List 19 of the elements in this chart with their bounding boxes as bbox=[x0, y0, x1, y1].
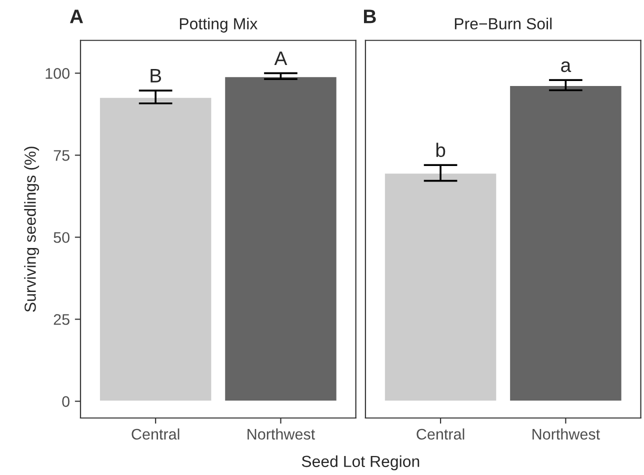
y-tick-label: 100 bbox=[46, 68, 70, 79]
x-axis-title: Seed Lot Region bbox=[302, 455, 420, 470]
text: A bbox=[70, 10, 84, 24]
x-tick-label: Central bbox=[416, 428, 464, 440]
x-tick-label: Central bbox=[132, 428, 180, 440]
annotation: B bbox=[150, 68, 162, 82]
x-tick-label: Northwest bbox=[248, 428, 316, 440]
y-tick-label: 0 bbox=[62, 396, 70, 407]
chart-title: Pre−Burn Soil bbox=[454, 18, 552, 30]
x-tick-label: Northwest bbox=[532, 428, 600, 440]
y-tick-label: 25 bbox=[54, 314, 70, 325]
annotation: A bbox=[274, 52, 288, 65]
text: B bbox=[364, 10, 376, 24]
annotation: b bbox=[436, 142, 446, 158]
y-axis-title: Surviving seedlings (%) bbox=[24, 146, 40, 312]
annotation: a bbox=[561, 61, 572, 72]
chart-title: Potting Mix bbox=[180, 18, 258, 33]
y-tick-label: 75 bbox=[54, 150, 70, 161]
y-tick-label: 50 bbox=[54, 232, 70, 243]
